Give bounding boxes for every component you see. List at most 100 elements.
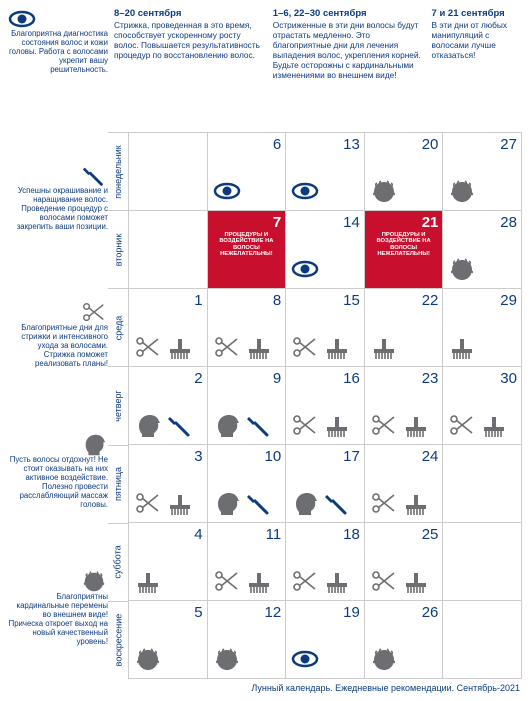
calendar-cell: 17 [285, 444, 364, 522]
icons [290, 153, 360, 207]
legend-top: Благоприятна диагностика состояния волос… [8, 8, 108, 130]
calendar-cell: 29 [442, 288, 521, 366]
comb-icon [447, 335, 477, 361]
calendar-cell: 23 [364, 366, 443, 444]
day-number: 27 [447, 136, 517, 153]
calendar-cell: 22 [364, 288, 443, 366]
legend-item: Успешны окрашивание и наращивание волос.… [8, 132, 108, 265]
scissors-icon [290, 569, 320, 595]
icons [290, 387, 360, 441]
curly-icon [447, 257, 477, 283]
legend-item: Благоприятна диагностика состояния волос… [8, 8, 108, 75]
note: 1–6, 22–30 сентября Остриженные в эти дн… [273, 8, 424, 130]
scissors-icon [369, 413, 399, 439]
day-label-text: среда [113, 316, 123, 341]
comb-icon [133, 569, 163, 595]
icons [212, 543, 282, 597]
day-number: 16 [290, 370, 360, 387]
head-icon [80, 434, 108, 456]
head-icon [212, 491, 242, 517]
head-icon [212, 413, 242, 439]
icons [133, 387, 203, 441]
comb-icon [369, 335, 399, 361]
head-icon [290, 491, 320, 517]
calendar-cell: 7ПРОЦЕДУРЫ И ВОЗДЕЙСТВИЕ НА ВОЛОСЫ НЕЖЕЛ… [207, 210, 286, 288]
day-number: 20 [369, 136, 439, 153]
icons [447, 387, 517, 441]
day-number: 5 [133, 604, 203, 621]
calendar-cell: 27 [442, 132, 521, 210]
day-label-text: воскресение [113, 614, 123, 667]
day-label-text: пятница [113, 467, 123, 501]
eye-icon [290, 257, 320, 283]
calendar-cell: 4 [128, 522, 207, 600]
footer: Лунный календарь. Ежедневные рекомендаци… [8, 679, 522, 693]
scissors-icon [212, 569, 242, 595]
calendar-grid: 613 20 27 7ПРОЦЕДУРЫ И ВОЗДЕЙСТВИЕ НА ВОЛОС… [128, 132, 522, 679]
icons [447, 231, 517, 285]
scissors-icon [290, 413, 320, 439]
brush-icon [80, 165, 108, 187]
scissors-icon [133, 491, 163, 517]
day-number: 10 [212, 448, 282, 465]
calendar-cell [442, 444, 521, 522]
note-body: В эти дни от любых манипуляций с волосам… [432, 21, 522, 61]
day-label: вторник [108, 210, 128, 288]
icons [369, 153, 439, 207]
brush-icon [165, 413, 195, 439]
calendar-cell: 19 [285, 600, 364, 678]
calendar-cell: 3 [128, 444, 207, 522]
eye-icon [290, 179, 320, 205]
calendar-cell: 12 [207, 600, 286, 678]
icons [447, 309, 517, 363]
comb-icon [244, 569, 274, 595]
comb-icon [244, 335, 274, 361]
calendar-cell: 5 [128, 600, 207, 678]
calendar-cell: 21ПРОЦЕДУРЫ И ВОЗДЕЙСТВИЕ НА ВОЛОСЫ НЕЖЕ… [364, 210, 443, 288]
icons [290, 465, 360, 519]
main: Успешны окрашивание и наращивание волос.… [8, 132, 522, 679]
day-label: суббота [108, 523, 128, 601]
day-label: четверг [108, 366, 128, 444]
legend-text: Пусть волосы отдохнут! Не стоит оказыват… [8, 456, 108, 510]
eye-icon [212, 179, 242, 205]
calendar-cell: 28 [442, 210, 521, 288]
note-body: Остриженные в эти дни волосы будут отрас… [273, 21, 424, 81]
curly-icon [212, 647, 242, 673]
day-number: 7 [212, 214, 282, 231]
day-number: 29 [447, 292, 517, 309]
legend-item: Благоприятные дни для стрижки и интенсив… [8, 269, 108, 402]
brush-icon [244, 413, 274, 439]
legend-text: Благоприятные дни для стрижки и интенсив… [8, 324, 108, 369]
day-label-text: вторник [113, 233, 123, 266]
icons [212, 309, 282, 363]
icons [369, 621, 439, 675]
icons [369, 309, 439, 363]
calendar-cell: 13 [285, 132, 364, 210]
day-number: 21 [369, 214, 439, 231]
day-number: 3 [133, 448, 203, 465]
scissors-icon [369, 569, 399, 595]
day-number: 8 [212, 292, 282, 309]
icons [133, 543, 203, 597]
icons [212, 465, 282, 519]
icons [290, 231, 360, 285]
day-number: 28 [447, 214, 517, 231]
icons [212, 153, 282, 207]
day-number: 11 [212, 526, 282, 543]
calendar-cell: 30 [442, 366, 521, 444]
note-title: 1–6, 22–30 сентября [273, 8, 424, 19]
scissors-icon [133, 335, 163, 361]
day-number: 12 [212, 604, 282, 621]
day-label: среда [108, 288, 128, 366]
note-title: 7 и 21 сентября [432, 8, 522, 19]
legend-item: Пусть волосы отдохнут! Не стоит оказыват… [8, 406, 108, 539]
icons [369, 543, 439, 597]
calendar-cell [128, 210, 207, 288]
day-label: воскресение [108, 601, 128, 679]
comb-icon [322, 335, 352, 361]
day-number: 19 [290, 604, 360, 621]
note: 7 и 21 сентября В эти дни от любых манип… [432, 8, 522, 130]
calendar-cell: 6 [207, 132, 286, 210]
calendar-cell [128, 132, 207, 210]
